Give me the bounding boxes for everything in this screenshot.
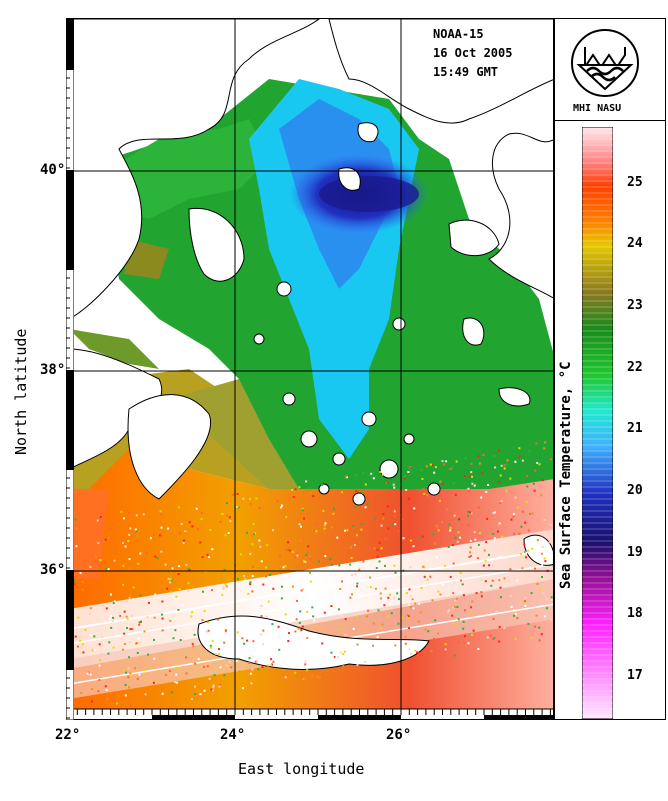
colorbar-title: Sea Surface Temperature, °C	[558, 361, 574, 589]
colorbar-tick-label: 22	[627, 359, 643, 375]
colorbar-tick-label: 23	[627, 297, 643, 313]
legend-panel: MHI NASU	[554, 18, 666, 720]
mhi-logo-icon	[571, 29, 639, 97]
satellite-name: NOAA-15	[433, 27, 484, 41]
colorbar-tick-label: 20	[627, 482, 643, 498]
colorbar-tick-label: 21	[627, 421, 643, 437]
acquisition-time: 15:49 GMT	[433, 65, 499, 79]
colorbar-tick-label: 24	[627, 236, 643, 252]
color-bar	[581, 126, 620, 720]
lon-tick-26: 26°	[386, 727, 412, 743]
colorbar-tick-label: 25	[627, 174, 643, 190]
lon-tick-22: 22°	[55, 727, 81, 743]
x-axis-label: East longitude	[238, 760, 365, 778]
latitude-scale-bar	[65, 17, 75, 721]
sst-map: NOAA-15 16 Oct 2005 15:49 GMT	[68, 18, 554, 720]
logo-label: MHI NASU	[573, 103, 622, 114]
cloud-noise	[69, 441, 553, 711]
colorbar-tick-labels: 25 24 23 22 21 20 19 18 17	[623, 127, 663, 719]
lat-tick-38: 38°	[40, 362, 66, 378]
sst-field	[69, 19, 553, 719]
colorbar-tick-label: 17	[627, 667, 643, 683]
colorbar-tick-label: 18	[627, 606, 643, 622]
y-axis-label: North latitude	[12, 328, 30, 455]
lat-tick-36: 36°	[40, 562, 66, 578]
lon-tick-24: 24°	[220, 727, 246, 743]
colorbar-tick-label: 19	[627, 544, 643, 560]
lat-tick-40: 40°	[40, 162, 66, 178]
acquisition-date: 16 Oct 2005	[433, 46, 513, 60]
logo-box: MHI NASU	[555, 19, 665, 121]
